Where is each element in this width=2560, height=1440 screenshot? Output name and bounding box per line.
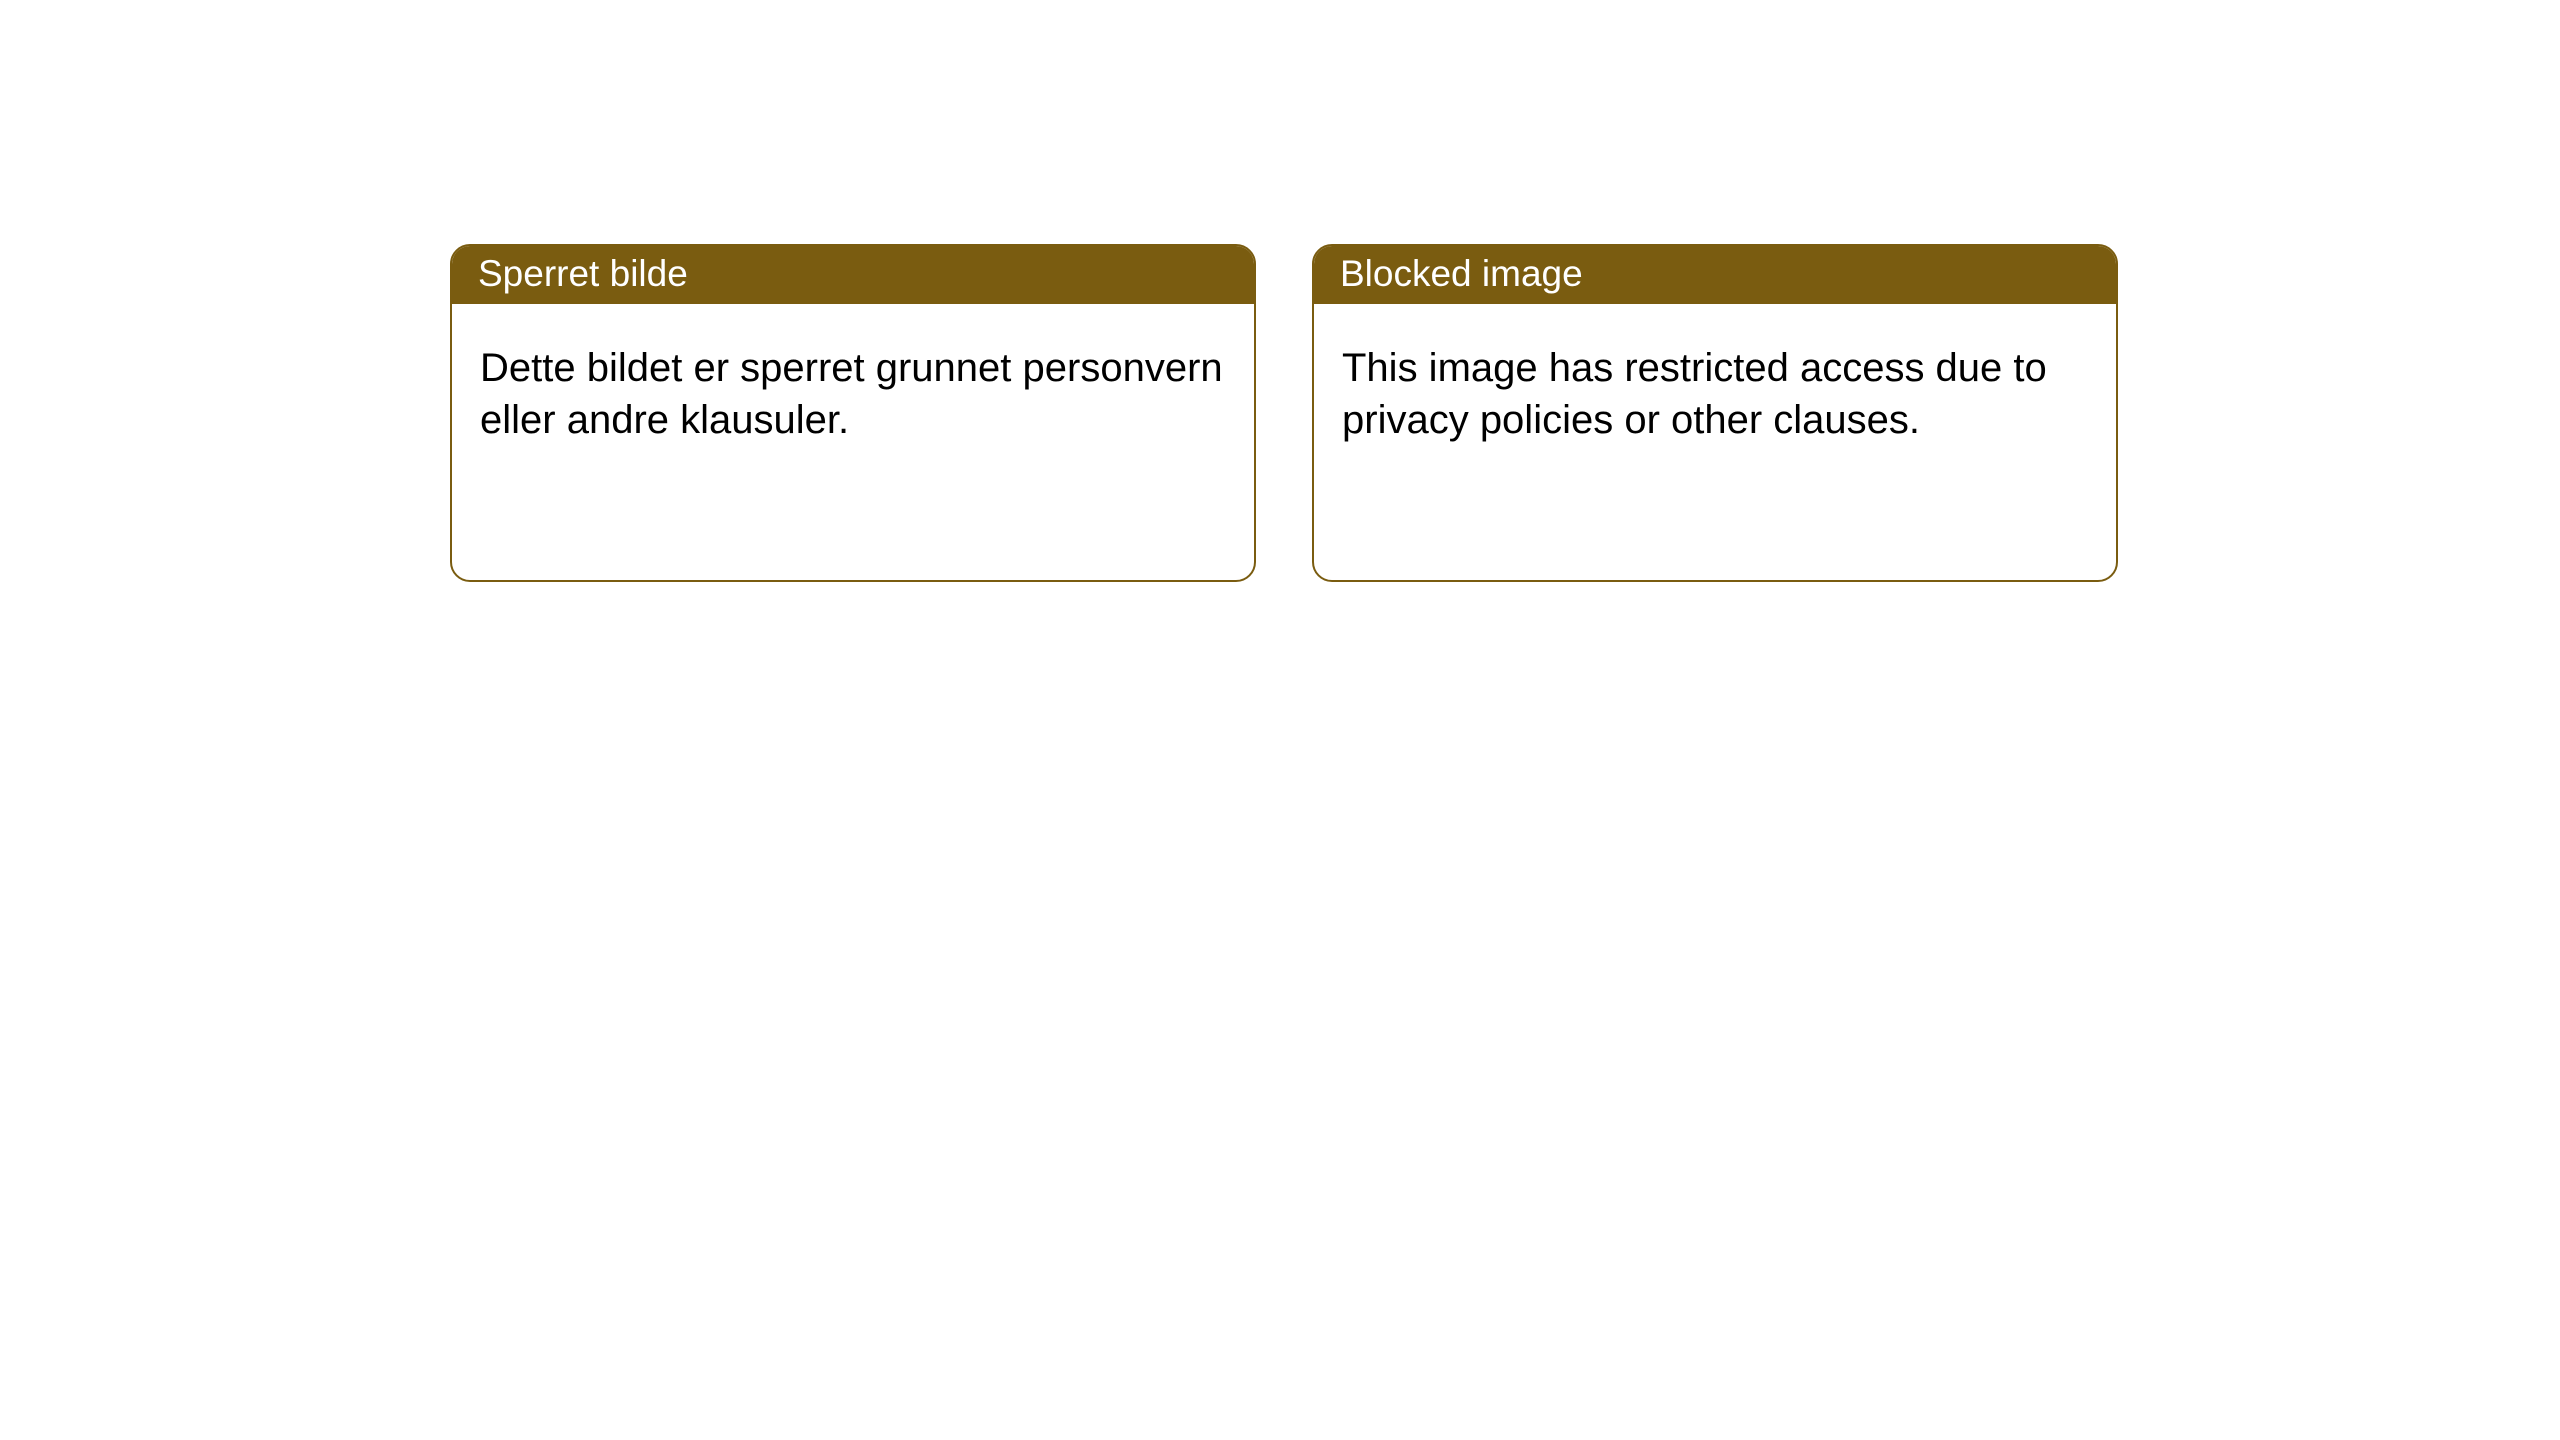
card-body-text: Dette bildet er sperret grunnet personve… [480, 346, 1223, 442]
notice-card-norwegian: Sperret bilde Dette bildet er sperret gr… [450, 244, 1256, 582]
notice-card-english: Blocked image This image has restricted … [1312, 244, 2118, 582]
card-body: Dette bildet er sperret grunnet personve… [452, 304, 1254, 580]
card-header: Blocked image [1314, 246, 2116, 304]
card-body-text: This image has restricted access due to … [1342, 346, 2047, 442]
card-header: Sperret bilde [452, 246, 1254, 304]
card-body: This image has restricted access due to … [1314, 304, 2116, 580]
notice-cards-container: Sperret bilde Dette bildet er sperret gr… [0, 0, 2560, 582]
card-title: Sperret bilde [478, 253, 688, 294]
card-title: Blocked image [1340, 253, 1583, 294]
